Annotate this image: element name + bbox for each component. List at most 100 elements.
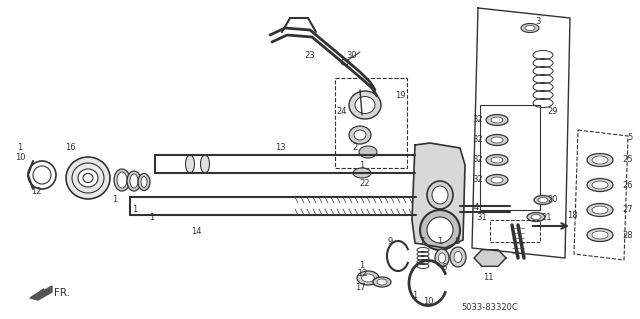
- Text: 22: 22: [360, 179, 371, 188]
- Text: 13: 13: [275, 144, 285, 152]
- Polygon shape: [412, 143, 465, 248]
- Text: 32: 32: [473, 175, 483, 184]
- Text: 12: 12: [356, 270, 367, 278]
- Text: 7: 7: [419, 238, 425, 247]
- Text: 23: 23: [305, 50, 316, 60]
- Ellipse shape: [521, 24, 539, 33]
- Bar: [335, 78, 407, 168]
- Ellipse shape: [373, 277, 391, 287]
- Text: 8: 8: [454, 238, 460, 247]
- Text: 25: 25: [623, 155, 633, 165]
- Ellipse shape: [534, 196, 552, 204]
- Ellipse shape: [587, 179, 613, 191]
- Text: 29: 29: [548, 108, 558, 116]
- Text: 1: 1: [412, 291, 418, 300]
- Ellipse shape: [130, 174, 138, 188]
- Text: 17: 17: [355, 284, 365, 293]
- Ellipse shape: [353, 168, 371, 178]
- Ellipse shape: [357, 271, 379, 285]
- Polygon shape: [474, 250, 506, 266]
- Text: 24: 24: [337, 108, 348, 116]
- Ellipse shape: [435, 249, 449, 267]
- Text: 32: 32: [473, 115, 483, 124]
- Text: 12: 12: [31, 188, 41, 197]
- Ellipse shape: [525, 26, 535, 31]
- Bar: [480, 105, 540, 210]
- Ellipse shape: [117, 172, 127, 188]
- Text: 1: 1: [17, 144, 22, 152]
- Ellipse shape: [127, 171, 141, 191]
- Ellipse shape: [592, 156, 608, 164]
- Ellipse shape: [592, 231, 608, 239]
- Ellipse shape: [491, 117, 503, 123]
- Text: 31: 31: [477, 213, 487, 222]
- Ellipse shape: [491, 137, 503, 143]
- Text: 1: 1: [437, 238, 443, 247]
- Ellipse shape: [427, 181, 453, 209]
- Ellipse shape: [454, 251, 462, 263]
- Ellipse shape: [592, 181, 608, 189]
- Ellipse shape: [531, 214, 541, 219]
- Ellipse shape: [427, 217, 453, 243]
- Ellipse shape: [420, 210, 460, 250]
- Ellipse shape: [491, 157, 503, 163]
- Ellipse shape: [66, 157, 110, 199]
- Text: 4: 4: [474, 204, 479, 212]
- Text: 26: 26: [623, 181, 634, 189]
- Ellipse shape: [491, 177, 503, 183]
- Ellipse shape: [359, 146, 377, 158]
- Ellipse shape: [486, 135, 508, 145]
- Text: 21: 21: [541, 213, 552, 222]
- Text: 10: 10: [15, 153, 25, 162]
- Text: 1: 1: [149, 213, 155, 222]
- Text: 20: 20: [548, 196, 558, 204]
- Text: 27: 27: [623, 205, 634, 214]
- Text: 6: 6: [442, 263, 447, 272]
- Ellipse shape: [349, 91, 381, 119]
- Ellipse shape: [592, 206, 608, 214]
- Ellipse shape: [432, 186, 448, 204]
- Ellipse shape: [362, 274, 374, 282]
- Ellipse shape: [527, 212, 545, 221]
- Ellipse shape: [341, 59, 349, 65]
- Ellipse shape: [486, 174, 508, 186]
- Text: FR.: FR.: [54, 288, 70, 298]
- Text: 1: 1: [132, 205, 138, 214]
- Ellipse shape: [377, 279, 387, 285]
- Ellipse shape: [138, 174, 150, 190]
- Text: 16: 16: [65, 144, 76, 152]
- Ellipse shape: [78, 169, 98, 187]
- Ellipse shape: [486, 115, 508, 125]
- Text: 14: 14: [191, 227, 201, 236]
- Text: 28: 28: [623, 231, 634, 240]
- Ellipse shape: [538, 197, 548, 203]
- Ellipse shape: [587, 204, 613, 217]
- Text: 3: 3: [535, 18, 541, 26]
- Text: 10: 10: [423, 298, 433, 307]
- Ellipse shape: [141, 176, 147, 188]
- Ellipse shape: [354, 130, 366, 140]
- Ellipse shape: [587, 228, 613, 241]
- Ellipse shape: [186, 155, 195, 173]
- Text: 32: 32: [473, 155, 483, 165]
- Ellipse shape: [486, 154, 508, 166]
- Ellipse shape: [438, 253, 445, 263]
- Text: 2: 2: [353, 144, 358, 152]
- Polygon shape: [30, 286, 52, 300]
- Text: 5033-83320C: 5033-83320C: [461, 303, 518, 313]
- Text: 18: 18: [566, 211, 577, 219]
- Ellipse shape: [33, 166, 51, 184]
- Ellipse shape: [200, 155, 209, 173]
- Text: 1: 1: [113, 196, 118, 204]
- Text: 19: 19: [395, 91, 405, 100]
- Ellipse shape: [114, 169, 130, 191]
- Ellipse shape: [349, 126, 371, 144]
- Text: 30: 30: [347, 50, 357, 60]
- Ellipse shape: [450, 247, 466, 267]
- Text: 11: 11: [483, 273, 493, 283]
- Ellipse shape: [587, 153, 613, 167]
- Text: 32: 32: [473, 136, 483, 145]
- Text: 1: 1: [360, 261, 365, 270]
- Text: 5: 5: [627, 133, 632, 143]
- Text: 1: 1: [360, 160, 365, 169]
